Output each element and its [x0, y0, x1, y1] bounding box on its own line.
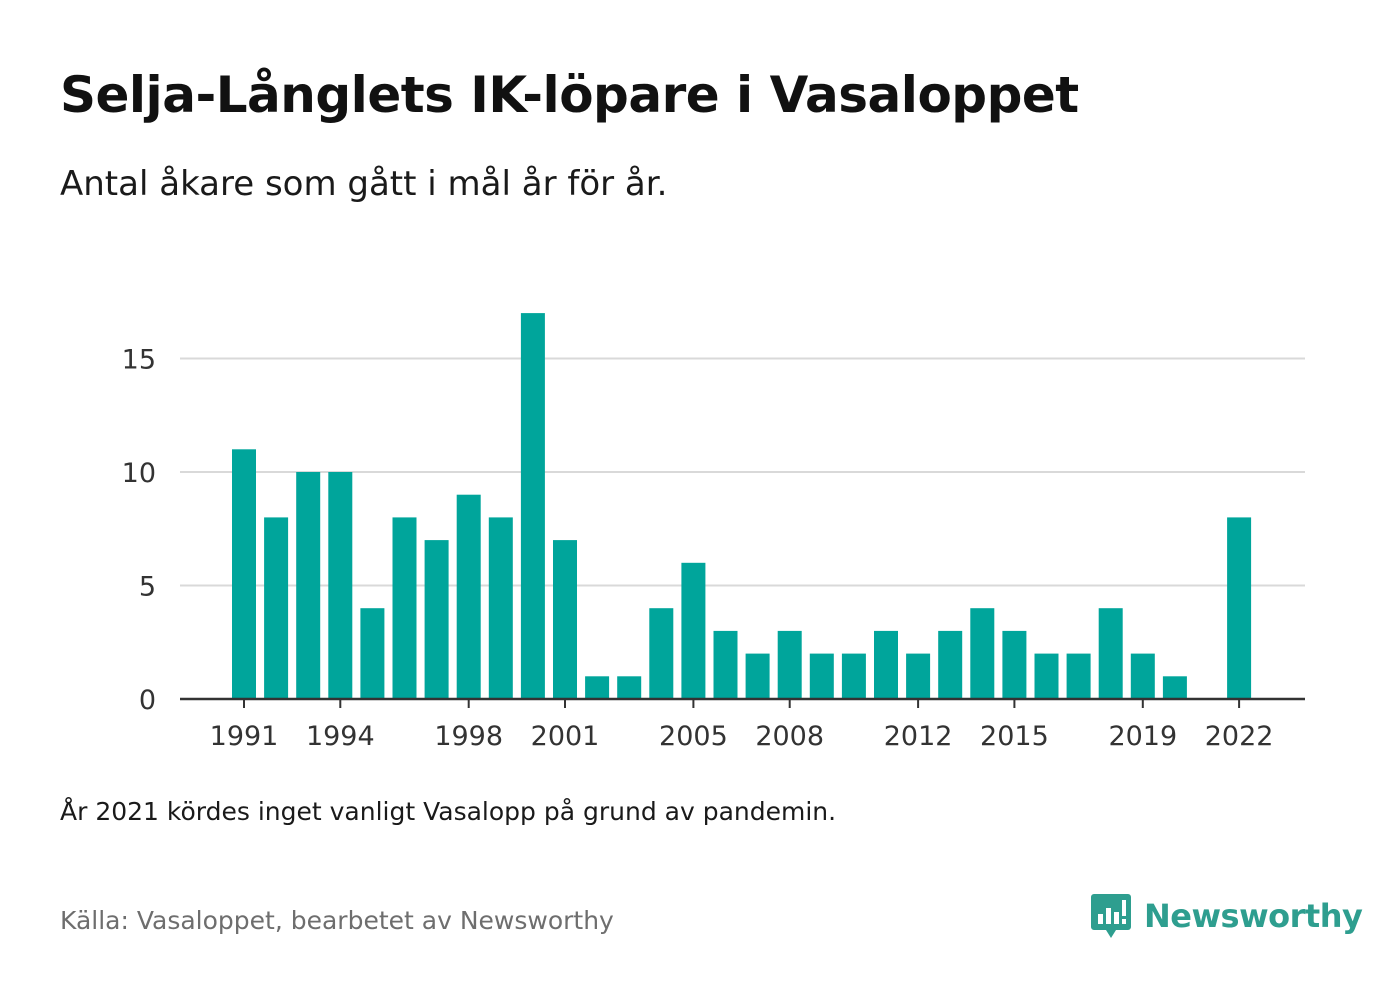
y-tick-label-15: 15 [122, 345, 156, 376]
bar-2020 [1162, 676, 1187, 699]
bar-2009 [809, 653, 834, 699]
bar-1991 [232, 449, 256, 699]
y-tick-label-0: 0 [139, 685, 156, 716]
bar-2022 [1227, 517, 1252, 699]
bar-2017 [1066, 653, 1091, 699]
bar-2007 [745, 653, 770, 699]
bar-2012 [906, 653, 931, 699]
chart-note: År 2021 kördes inget vanligt Vasalopp på… [60, 797, 837, 826]
bar-2016 [1034, 653, 1059, 699]
y-tick-label-10: 10 [122, 458, 156, 489]
x-tick-label-1994: 1994 [306, 721, 375, 752]
x-tick-label-1991: 1991 [210, 721, 279, 752]
bar-1999 [488, 517, 513, 699]
bars [232, 313, 1252, 699]
bar-1996 [392, 517, 417, 699]
bar-2018 [1098, 608, 1123, 699]
chart-subtitle: Antal åkare som gått i mål år för år. [60, 164, 668, 204]
y-tick-label-5: 5 [139, 572, 156, 603]
x-tick-labels: 1991 1994 1998 2001 2005 2008 2012 2015 2019 2022 [210, 721, 1274, 752]
bar-1994 [328, 472, 353, 699]
x-tick-label-2022: 2022 [1205, 721, 1274, 752]
bar-2004 [649, 608, 674, 699]
x-tick-label-2001: 2001 [531, 721, 600, 752]
bar-2002 [585, 676, 610, 699]
x-tick-label-2019: 2019 [1108, 721, 1177, 752]
bar-2003 [617, 676, 642, 699]
bar-2000 [520, 313, 545, 699]
bar-2005 [681, 562, 706, 699]
newsworthy-logo: Newsworthy [1090, 892, 1363, 940]
chart-source: Källa: Vasaloppet, bearbetet av Newswort… [60, 906, 614, 935]
x-tick-label-2015: 2015 [980, 721, 1049, 752]
chart-title: Selja-Långlets IK-löpare i Vasaloppet [60, 66, 1079, 124]
bar-1997 [424, 540, 449, 699]
bar-1992 [264, 517, 289, 699]
bar-1995 [360, 608, 385, 699]
bar-chart: 0 5 10 15 1991 1994 1998 2001 2005 2008 2012 2015 2… [122, 313, 1305, 752]
bar-1998 [456, 494, 481, 699]
bar-2013 [938, 630, 963, 699]
bar-2008 [777, 630, 802, 699]
bar-2006 [713, 630, 738, 699]
grid-lines [180, 357, 1305, 587]
x-tick-label-1998: 1998 [434, 721, 503, 752]
bar-2015 [1002, 630, 1027, 699]
x-tick-label-2012: 2012 [884, 721, 953, 752]
bar-2014 [970, 608, 995, 699]
bar-2001 [553, 540, 577, 699]
x-tick-label-2005: 2005 [659, 721, 728, 752]
bar-2019 [1130, 653, 1155, 699]
bar-2011 [874, 630, 898, 699]
x-tick-label-2008: 2008 [755, 721, 824, 752]
y-tick-labels: 0 5 10 15 [122, 345, 156, 717]
brand-name: Newsworthy [1144, 897, 1363, 935]
bar-1993 [296, 472, 321, 699]
bar-2010 [841, 653, 866, 699]
bar-chart-speech-bubble-icon [1091, 894, 1131, 938]
x-axis [180, 697, 1305, 708]
